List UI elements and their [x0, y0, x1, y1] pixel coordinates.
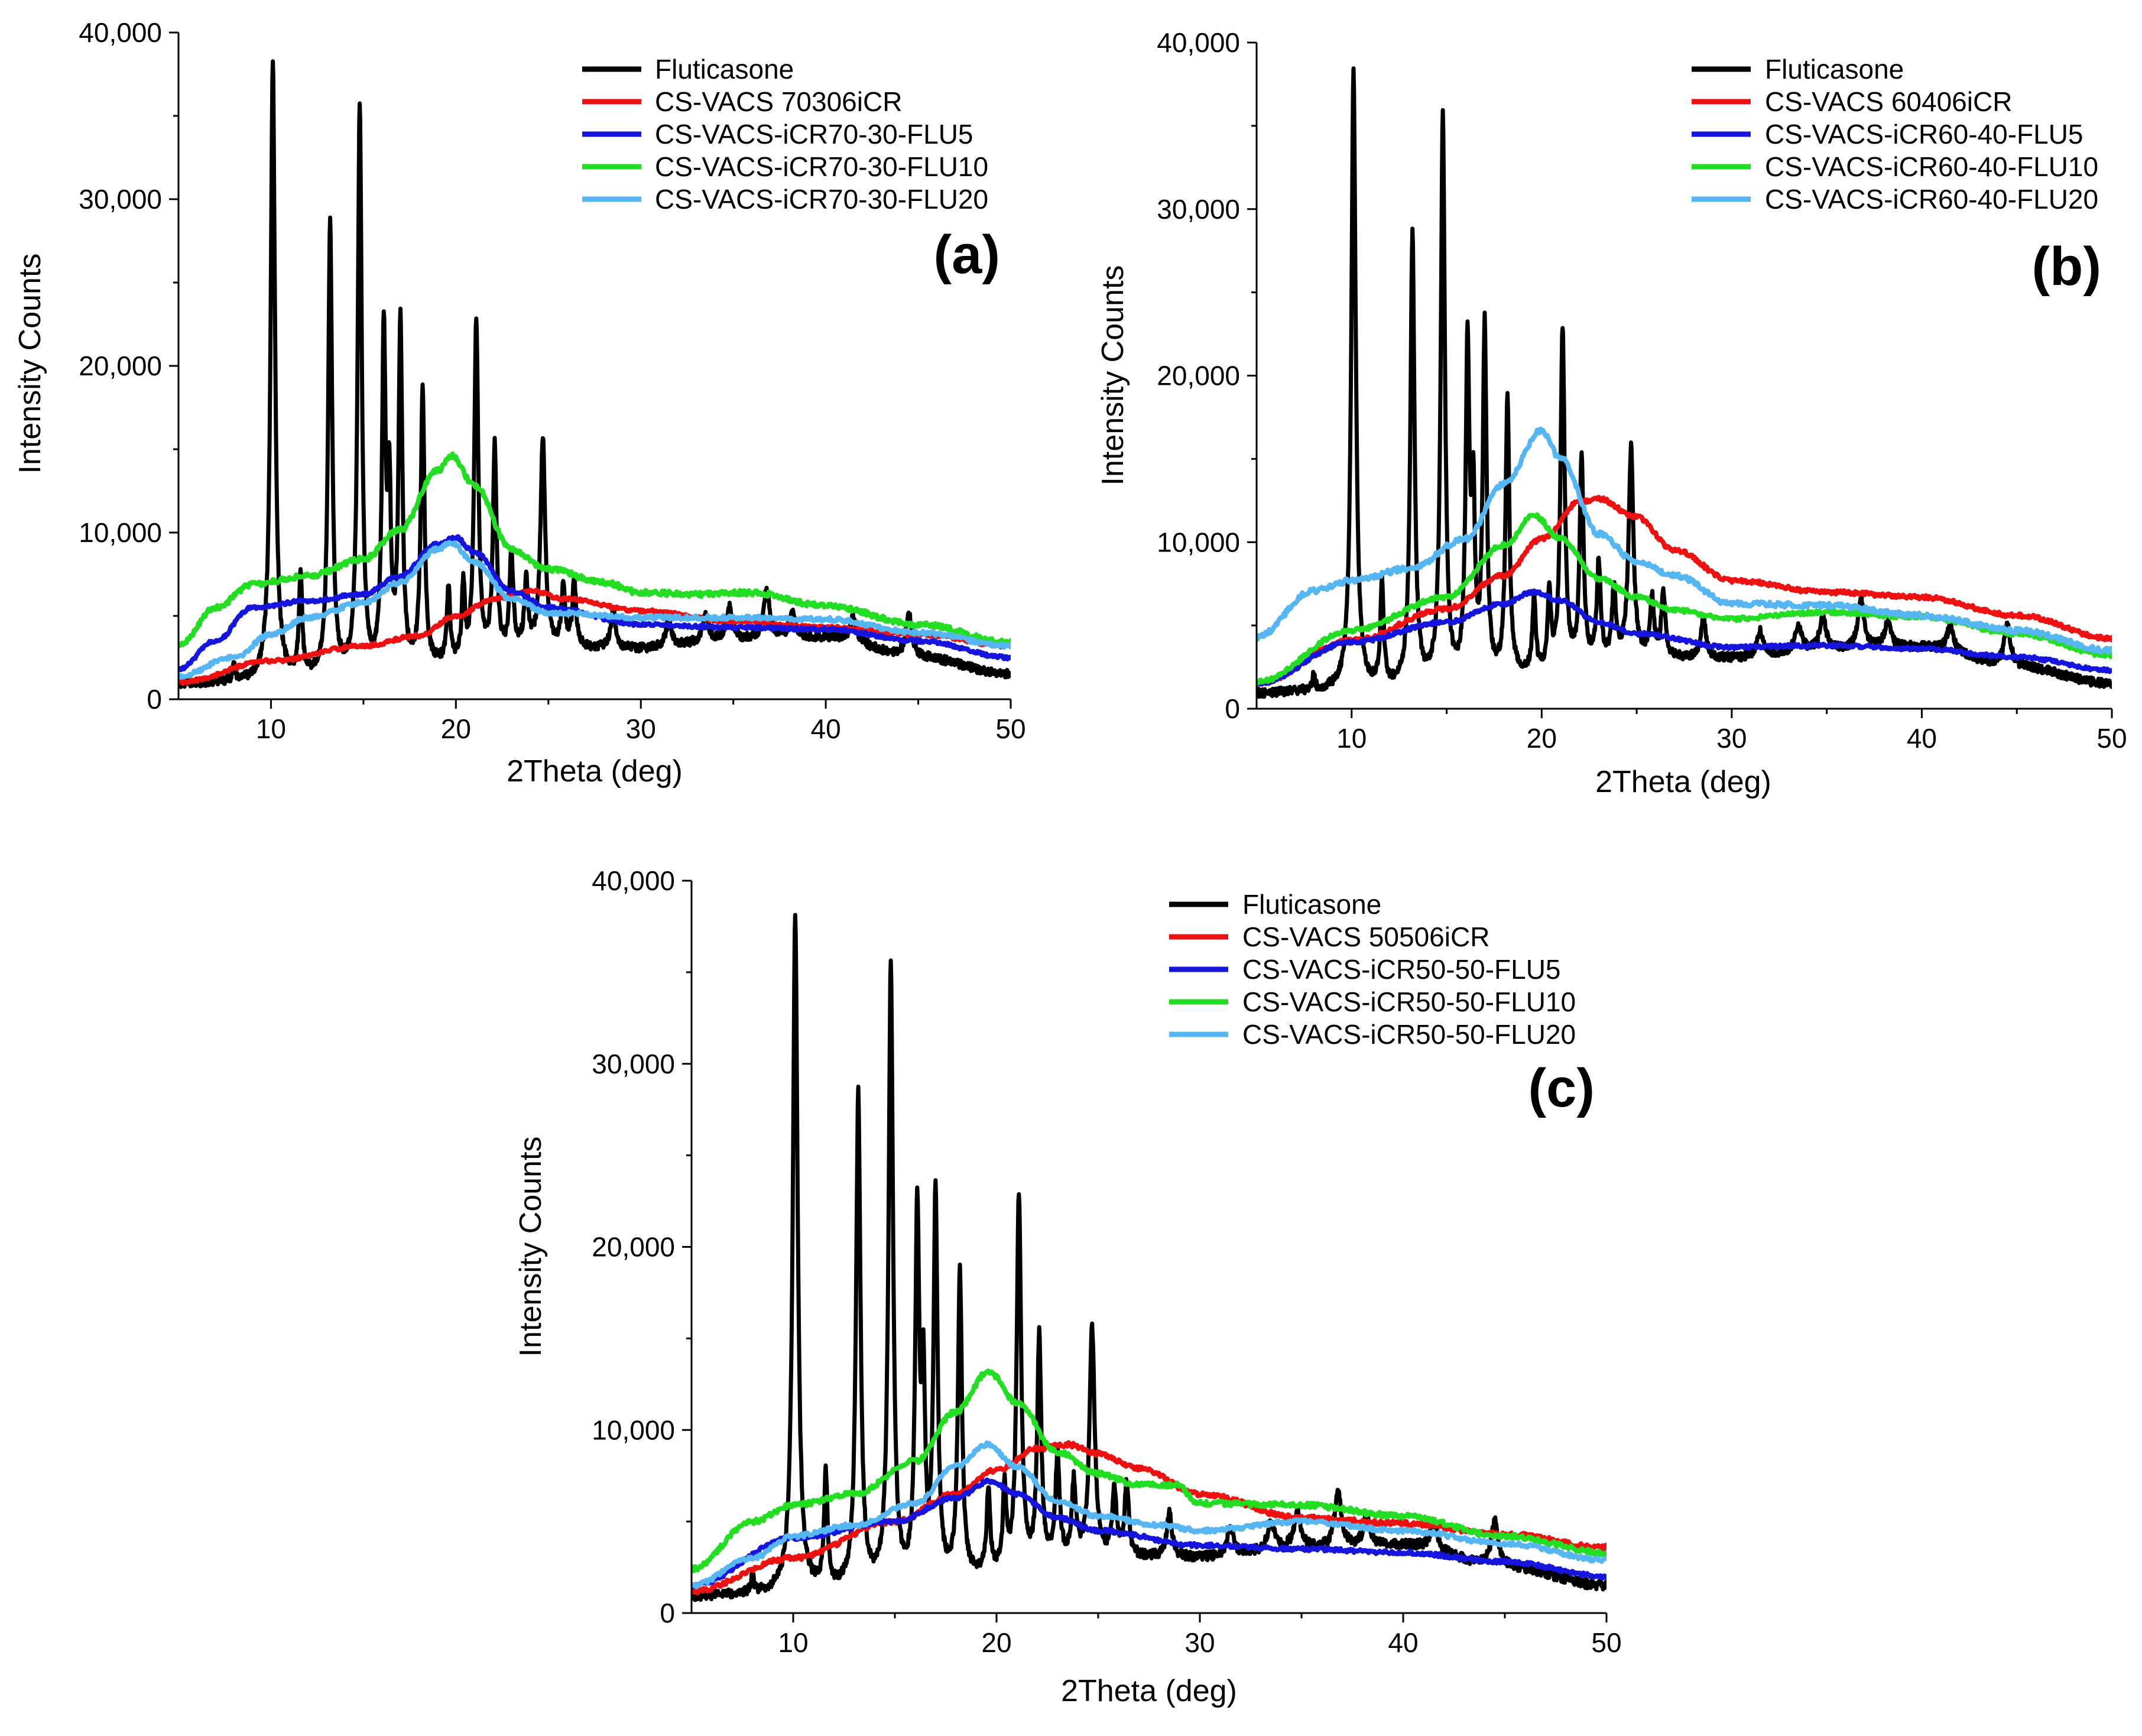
- series-line-1: [178, 59, 1011, 689]
- series-line-2: [692, 1440, 1606, 1595]
- series-line-1: [1257, 66, 2112, 699]
- legend-label: CS-VACS-iCR50-50-FLU20: [1242, 1019, 1576, 1050]
- y-tick-label: 20,000: [1157, 361, 1240, 391]
- x-tick-label: 30: [1184, 1627, 1215, 1658]
- legend-label: CS-VACS-iCR60-40-FLU5: [1765, 119, 2083, 150]
- y-axis-title: Intensity Counts: [1096, 265, 1130, 486]
- x-tick-label: 50: [1591, 1627, 1621, 1658]
- y-tick-label: 30,000: [79, 184, 162, 215]
- legend-label: Fluticasone: [1242, 889, 1381, 920]
- panel-c: 10 20 30 40 50 0 10,000 20,000 30,000 40,000 2Thet…: [514, 865, 1622, 1708]
- panel-label: (c): [1528, 1058, 1595, 1118]
- legend-label: CS-VACS 60406iCR: [1765, 86, 2012, 117]
- series-group: [1257, 66, 2112, 699]
- y-axis-title: Intensity Counts: [514, 1137, 548, 1357]
- y-tick-label: 40,000: [592, 865, 675, 896]
- legend-label: Fluticasone: [1765, 54, 1904, 85]
- panel-label: (b): [2032, 236, 2101, 297]
- legend-label: CS-VACS-iCR70-30-FLU20: [655, 184, 988, 215]
- series-line-5: [692, 1440, 1606, 1589]
- x-tick-label: 10: [778, 1627, 808, 1658]
- series-line-2: [1257, 495, 2112, 688]
- series-line-3: [692, 1477, 1606, 1589]
- y-tick-label: 10,000: [1157, 527, 1240, 557]
- panel-label: (a): [934, 225, 1000, 285]
- x-tick-label: 20: [981, 1627, 1011, 1658]
- y-tick-label: 10,000: [79, 517, 162, 548]
- series-line-2: [178, 588, 1011, 686]
- panel-b: 10 20 30 40 50 0 10,000 20,000 30,000 40,000 2Thet…: [1096, 27, 2127, 799]
- y-tick-label: 20,000: [79, 351, 162, 381]
- x-tick-label: 40: [1907, 723, 1937, 754]
- legend-label: CS-VACS 50506iCR: [1242, 921, 1489, 952]
- x-tick-label: 40: [1388, 1627, 1418, 1658]
- legend-label: Fluticasone: [655, 54, 794, 85]
- y-tick-label: 20,000: [592, 1232, 675, 1263]
- series-group: [178, 59, 1011, 689]
- legend-label: CS-VACS-iCR70-30-FLU10: [655, 151, 988, 182]
- x-tick-label: 50: [2096, 723, 2127, 754]
- legend-label: CS-VACS-iCR70-30-FLU5: [655, 119, 973, 150]
- y-tick-label: 0: [1225, 693, 1240, 724]
- y-axis-title: Intensity Counts: [13, 254, 47, 474]
- series-line-3: [1257, 589, 2112, 687]
- y-tick-label: 30,000: [592, 1049, 675, 1079]
- y-tick-label: 40,000: [79, 17, 162, 48]
- x-tick-label: 40: [811, 713, 841, 744]
- series-line-5: [178, 540, 1011, 680]
- y-tick-label: 10,000: [592, 1414, 675, 1445]
- x-axis-title: 2Theta (deg): [507, 754, 683, 788]
- series-line-4: [692, 1368, 1606, 1573]
- legend-label: CS-VACS 70306iCR: [655, 86, 902, 117]
- panel-a: 10 20 30 40 50 0 10,000 20,000 30,000 40,000 2Thet…: [13, 17, 1026, 788]
- x-tick-label: 50: [995, 713, 1025, 744]
- x-tick-label: 20: [1527, 723, 1557, 754]
- series-line-5: [1257, 426, 2112, 656]
- y-tick-label: 0: [660, 1598, 675, 1628]
- legend-label: CS-VACS-iCR60-40-FLU20: [1765, 184, 2098, 215]
- x-tick-label: 30: [1716, 723, 1747, 754]
- legend-label: CS-VACS-iCR60-40-FLU10: [1765, 151, 2098, 182]
- x-tick-label: 10: [256, 713, 286, 744]
- y-tick-label: 0: [147, 684, 162, 715]
- series-group: [692, 913, 1606, 1602]
- x-axis-title: 2Theta (deg): [1595, 765, 1771, 799]
- y-tick-label: 30,000: [1157, 194, 1240, 225]
- x-tick-label: 20: [441, 713, 471, 744]
- legend-label: CS-VACS-iCR50-50-FLU10: [1242, 987, 1576, 1017]
- series-line-1: [692, 913, 1606, 1602]
- x-axis-title: 2Theta (deg): [1061, 1674, 1237, 1708]
- series-line-4: [178, 451, 1011, 648]
- x-tick-label: 10: [1336, 723, 1367, 754]
- x-tick-label: 30: [626, 713, 656, 744]
- y-tick-label: 40,000: [1157, 27, 1240, 58]
- legend-label: CS-VACS-iCR50-50-FLU5: [1242, 954, 1561, 985]
